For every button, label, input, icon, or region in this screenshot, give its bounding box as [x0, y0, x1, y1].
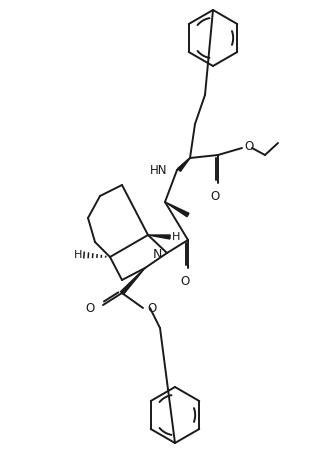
Polygon shape [121, 268, 145, 294]
Text: O: O [244, 139, 253, 153]
Text: O: O [86, 301, 95, 315]
Text: N: N [153, 247, 162, 260]
Polygon shape [178, 158, 190, 171]
Text: H: H [73, 250, 82, 260]
Text: HN: HN [150, 164, 167, 178]
Text: H: H [172, 232, 180, 242]
Text: O: O [210, 190, 220, 203]
Text: O: O [147, 301, 156, 315]
Polygon shape [165, 202, 189, 217]
Polygon shape [148, 235, 170, 239]
Text: O: O [180, 275, 190, 288]
